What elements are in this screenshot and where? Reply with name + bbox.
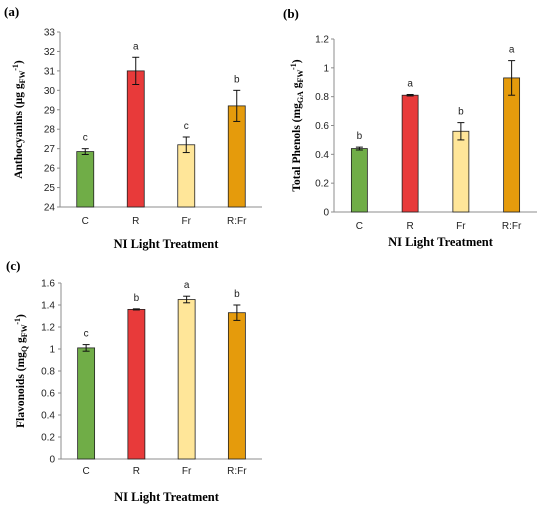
y-tick-label: 25: [44, 183, 56, 194]
significance-letter: a: [184, 280, 190, 291]
y-tick-label: 0.2: [315, 179, 329, 190]
significance-letter: c: [83, 133, 88, 144]
chart-panel-3: (c) 0 0.2 0.4 0.6 0.8 1 1.2 1.4 1.6 c Cb Ra Fr b R:Fr NI…: [6, 258, 262, 504]
significance-letter: a: [133, 41, 139, 52]
x-tick-label: C: [356, 221, 363, 232]
x-axis-title: NI Light Treatment: [114, 237, 220, 251]
bar-Fr: [177, 299, 196, 460]
y-tick-label: 30: [44, 86, 56, 97]
y-tick-label: 28: [44, 125, 56, 136]
y-tick-label: 32: [44, 47, 56, 58]
x-tick-label: R:Fr: [502, 221, 522, 232]
y-tick-label: 0.2: [41, 433, 55, 444]
x-tick-label: R: [133, 466, 140, 477]
bar-R: [127, 308, 146, 460]
y-tick-label: 0.4: [41, 411, 55, 422]
x-tick-label: Fr: [182, 216, 192, 227]
y-tick-label: 0.6: [315, 121, 329, 132]
y-tick-label: 24: [44, 203, 56, 214]
x-tick-label: R: [407, 221, 414, 232]
y-tick-label: 26: [44, 164, 56, 175]
y-tick-label: 0.6: [41, 389, 55, 400]
x-tick-label: C: [83, 466, 90, 477]
x-tick-label: C: [82, 216, 89, 227]
y-axis-title: Anthocyanins (µg gFW-1): [11, 60, 27, 179]
y-axis-title: Total Phenols (mgGA gFW-1): [289, 59, 305, 191]
x-tick-label: Fr: [182, 466, 192, 477]
bar-R-Fr: [227, 312, 246, 460]
bar-C: [76, 151, 95, 208]
bar-C: [77, 347, 96, 460]
y-tick-label: 33: [44, 28, 56, 39]
panel-label: (a): [4, 4, 19, 19]
significance-letter: b: [357, 131, 363, 142]
bar-R: [401, 94, 419, 213]
significance-letter: a: [407, 79, 413, 90]
y-tick-label: 29: [44, 105, 56, 116]
bar-R: [126, 70, 145, 208]
significance-letter: a: [509, 45, 515, 56]
y-tick-label: 0: [49, 455, 55, 466]
significance-letter: b: [134, 293, 140, 304]
panel-label: (b): [283, 6, 299, 21]
y-tick-label: 0: [323, 208, 329, 219]
bar-C: [350, 148, 368, 213]
y-tick-label: 1: [49, 345, 55, 356]
x-tick-label: R: [132, 216, 139, 227]
x-tick-label: Fr: [456, 221, 466, 232]
x-tick-label: R:Fr: [227, 216, 247, 227]
chart-panel-2: (b) 0 0.2 0.4 0.6 0.8 1 1.2 b Ca Rb Fr a R:Fr NI Light…: [283, 6, 537, 249]
x-axis-title: NI Light Treatment: [114, 490, 220, 504]
significance-letter: c: [184, 121, 189, 132]
y-tick-label: 1.2: [315, 35, 329, 46]
y-tick-label: 1.6: [41, 279, 55, 290]
chart-panel-1: (a) 24 25 26 27 28 29 30 31 32 33 c Ca Rc Fr b R:Fr NI Li…: [4, 4, 262, 251]
y-tick-label: 1.4: [41, 301, 55, 312]
bar-R-Fr: [503, 77, 521, 213]
y-tick-label: 27: [44, 144, 56, 155]
y-tick-label: 0.4: [315, 150, 329, 161]
y-tick-label: 0.8: [315, 92, 329, 103]
significance-letter: b: [234, 289, 240, 300]
bar-Fr: [177, 144, 196, 208]
y-tick-label: 1: [323, 63, 329, 74]
y-tick-label: 1.2: [41, 323, 55, 334]
bar-Fr: [452, 130, 470, 213]
y-axis-title: Flavonoids (mgQ gFW-1): [13, 314, 29, 428]
panel-label: (c): [6, 258, 20, 273]
x-axis-title: NI Light Treatment: [388, 235, 494, 249]
x-tick-label: R:Fr: [227, 466, 247, 477]
significance-letter: b: [234, 74, 240, 85]
significance-letter: b: [458, 107, 464, 118]
y-tick-label: 0.8: [41, 367, 55, 378]
y-tick-label: 31: [44, 66, 56, 77]
significance-letter: c: [84, 329, 89, 340]
